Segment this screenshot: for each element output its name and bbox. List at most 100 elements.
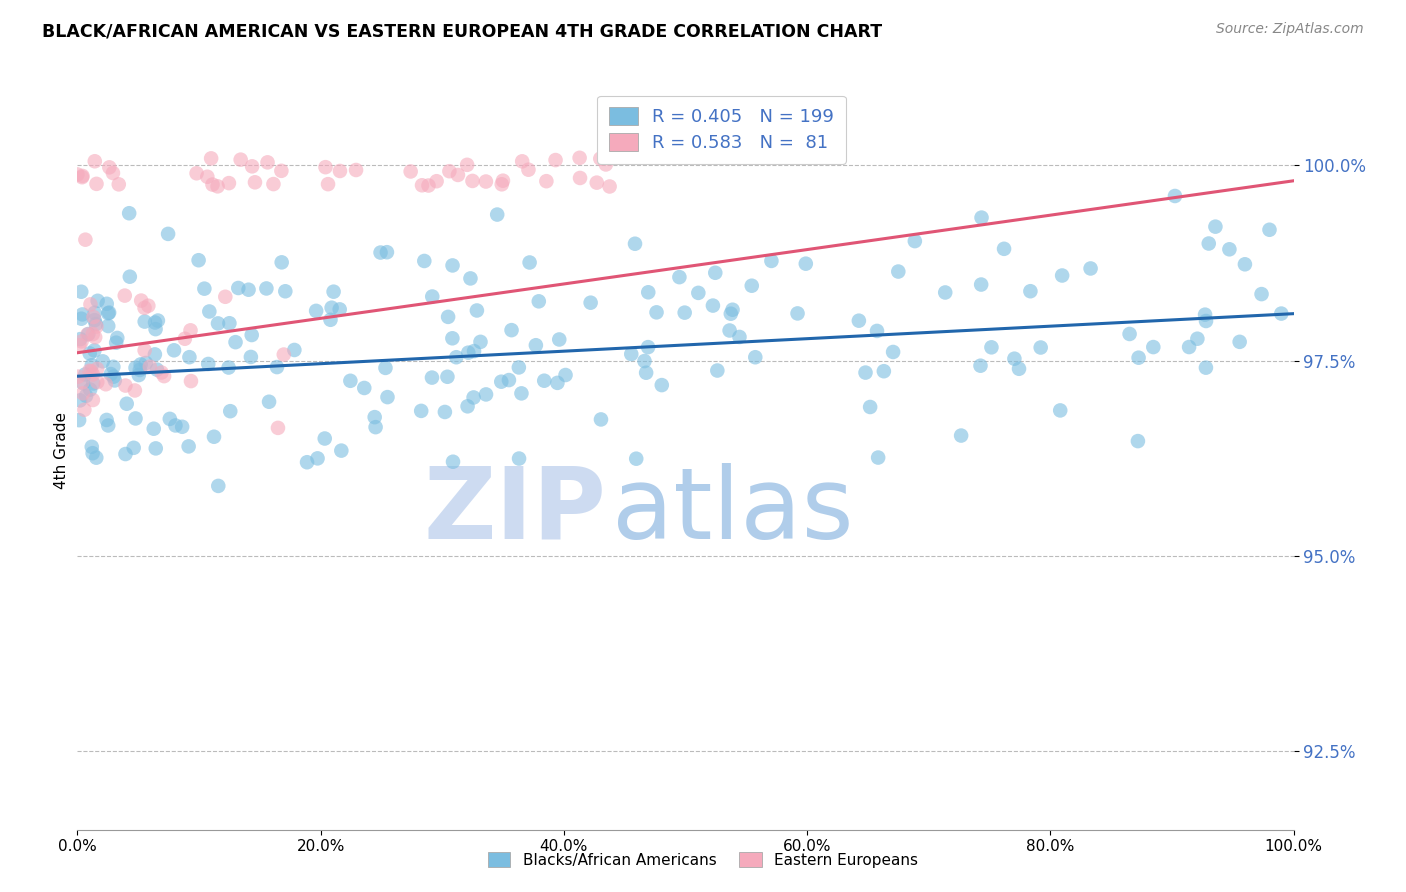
Point [165, 418, 187, 433]
Point [704, 266, 727, 280]
Point [274, 285, 297, 299]
Point [668, 270, 690, 285]
Point [267, 421, 290, 435]
Point [585, 176, 607, 190]
Point [82, 327, 104, 342]
Point [673, 305, 696, 319]
Point [76, 327, 98, 342]
Point [98, 161, 121, 175]
Point [256, 155, 278, 169]
Point [69, 393, 91, 408]
Point [270, 164, 292, 178]
Point [83, 306, 105, 320]
Point [595, 157, 617, 171]
Point [72, 375, 94, 389]
Point [413, 254, 436, 268]
Point [91, 354, 114, 368]
Point [620, 347, 643, 361]
Point [86, 319, 108, 334]
Point [101, 166, 124, 180]
Point [257, 394, 280, 409]
Point [207, 317, 229, 331]
Point [1258, 223, 1281, 237]
Point [142, 422, 165, 436]
Point [993, 242, 1015, 256]
Point [1195, 360, 1218, 375]
Point [319, 313, 342, 327]
Point [226, 281, 249, 295]
Point [546, 376, 568, 390]
Point [283, 343, 305, 357]
Point [1233, 257, 1256, 271]
Point [599, 179, 621, 194]
Point [579, 295, 602, 310]
Point [243, 175, 266, 189]
Text: atlas: atlas [613, 463, 853, 559]
Point [145, 442, 167, 456]
Point [84, 330, 107, 344]
Point [1250, 287, 1272, 301]
Point [744, 350, 766, 364]
Point [96, 297, 118, 311]
Point [86, 362, 108, 376]
Point [1198, 236, 1220, 251]
Point [887, 264, 910, 278]
Point [83, 343, 105, 358]
Point [491, 375, 513, 389]
Point [86, 293, 108, 308]
Point [1126, 434, 1149, 448]
Point [262, 177, 284, 191]
Point [150, 366, 173, 380]
Point [195, 169, 218, 184]
Point [688, 285, 710, 300]
Legend: R = 0.405   N = 199, R = 0.583   N =  81: R = 0.405 N = 199, R = 0.583 N = 81 [598, 95, 846, 164]
Point [138, 299, 160, 313]
Point [97, 418, 120, 433]
Point [82, 376, 104, 391]
Point [200, 152, 222, 166]
Point [517, 162, 540, 177]
Point [105, 335, 128, 350]
Point [134, 301, 156, 315]
Point [465, 303, 488, 318]
Point [1118, 326, 1140, 341]
Point [441, 259, 464, 273]
Point [721, 302, 744, 317]
Point [83, 310, 105, 324]
Point [568, 151, 591, 165]
Point [508, 451, 530, 466]
Point [420, 370, 443, 384]
Point [702, 299, 724, 313]
Point [103, 369, 125, 384]
Point [135, 356, 157, 370]
Point [273, 347, 295, 361]
Point [1187, 332, 1209, 346]
Point [1270, 307, 1292, 321]
Point [103, 359, 125, 374]
Point [794, 257, 817, 271]
Point [970, 211, 993, 225]
Point [441, 331, 464, 345]
Point [105, 331, 128, 345]
Point [218, 316, 240, 330]
Point [66, 168, 89, 182]
Point [589, 152, 612, 166]
Point [426, 174, 449, 188]
Point [84, 450, 107, 465]
Point [218, 360, 240, 375]
Point [128, 363, 150, 377]
Point [456, 158, 478, 172]
Point [146, 313, 169, 327]
Point [270, 255, 292, 269]
Point [124, 384, 146, 398]
Point [122, 441, 145, 455]
Point [329, 164, 352, 178]
Point [1029, 341, 1052, 355]
Point [82, 446, 104, 460]
Legend: Blacks/African Americans, Eastern Europeans: Blacks/African Americans, Eastern Europe… [479, 845, 927, 875]
Point [83, 313, 105, 327]
Point [305, 304, 328, 318]
Point [970, 277, 993, 292]
Point [1195, 314, 1218, 328]
Point [463, 391, 485, 405]
